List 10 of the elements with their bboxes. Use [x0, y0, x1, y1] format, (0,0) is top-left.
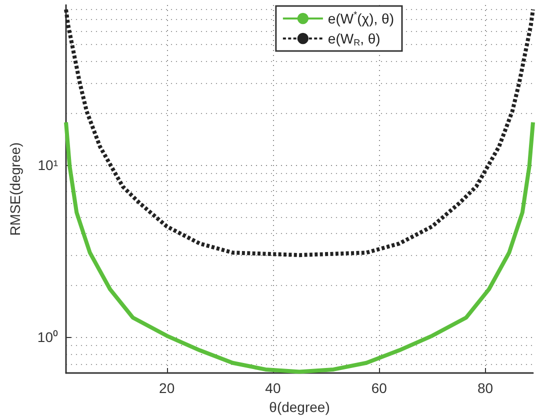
y-tick-label: 10¹	[38, 157, 58, 174]
x-tick-label: 60	[371, 380, 388, 396]
x-tick-label: 80	[477, 380, 494, 396]
line-series	[64, 8, 535, 258]
y-axis-title: RMSE(degree)	[7, 142, 23, 236]
legend-label: e(W*(χ), θ)	[328, 10, 394, 26]
x-tick-label: 20	[159, 380, 175, 396]
x-tick-label: 40	[265, 380, 281, 396]
x-axis-title: θ(degree)	[269, 398, 330, 415]
y-tick-label: 10⁰	[37, 329, 58, 346]
